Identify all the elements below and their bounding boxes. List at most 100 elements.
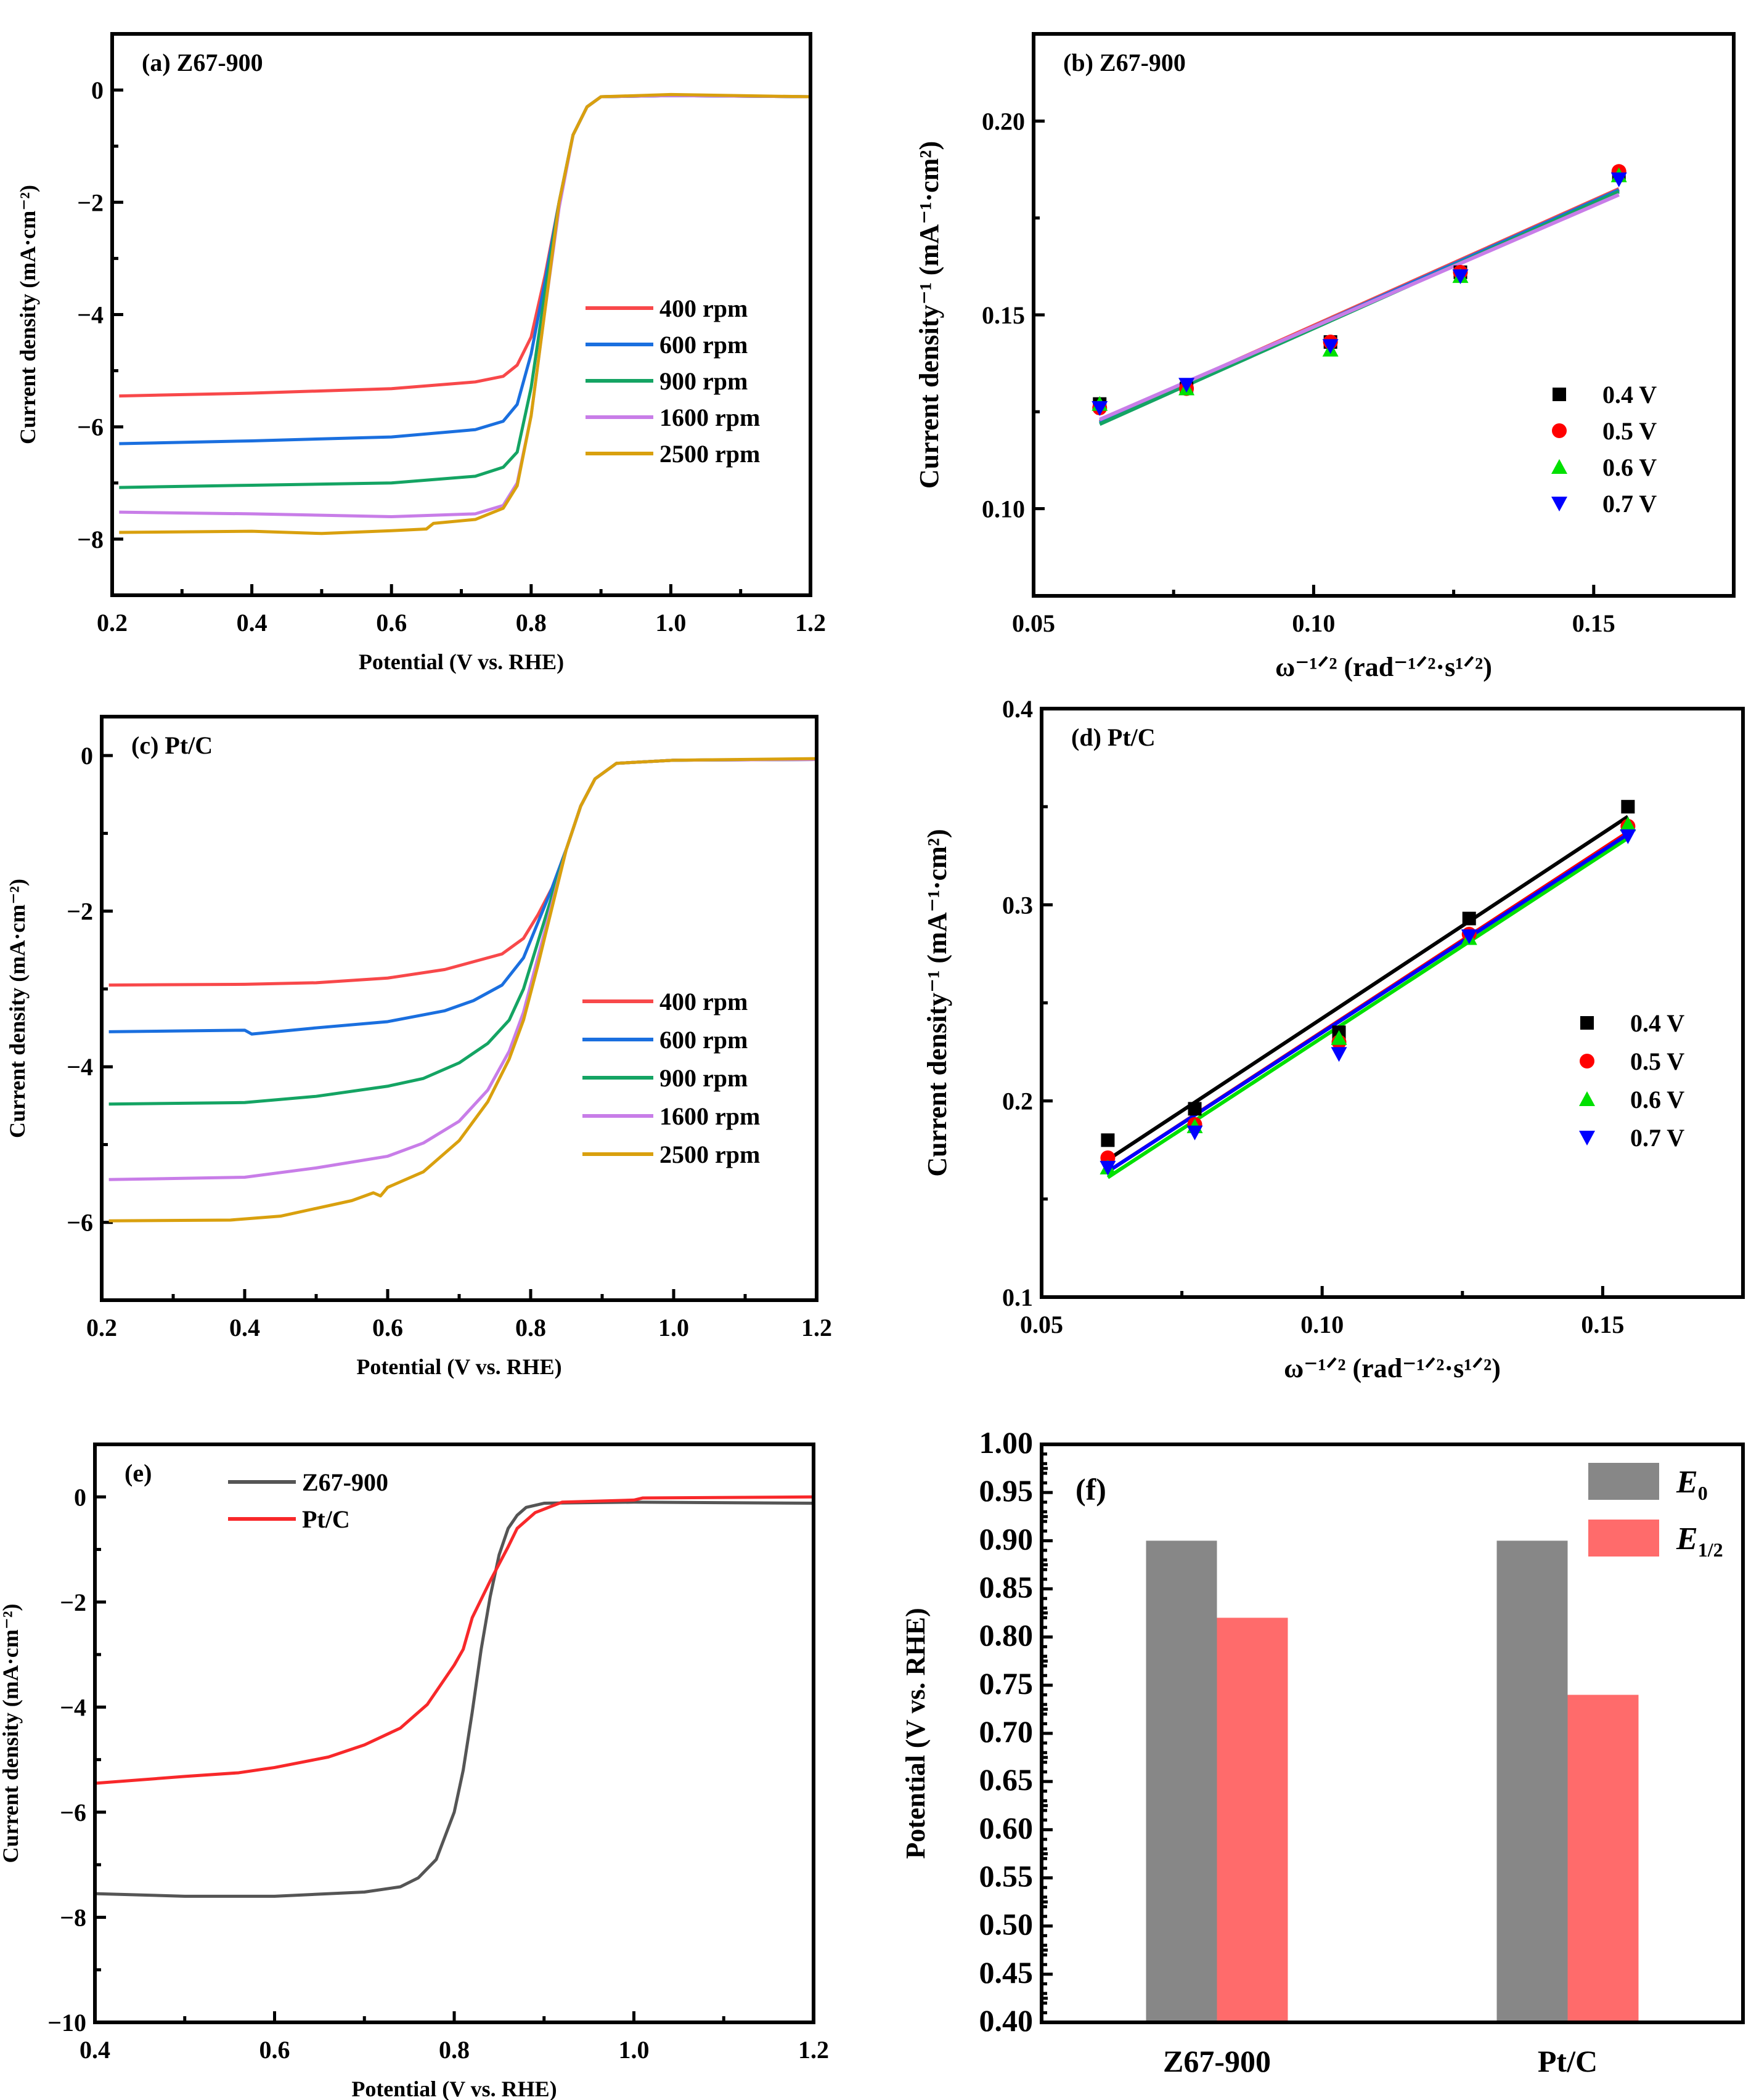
- legend-marker: [1579, 1091, 1595, 1106]
- data-point: [1452, 269, 1469, 285]
- legend-marker: [1551, 459, 1567, 474]
- panel-label: (c) Pt/C: [131, 731, 213, 759]
- data-point: [1100, 1160, 1116, 1176]
- bar: [1496, 1540, 1568, 2022]
- y-tick-label: 0.20: [982, 108, 1025, 136]
- series-line-2500-rpm: [119, 92, 811, 535]
- legend-label: 0.5 V: [1602, 417, 1657, 445]
- y-tick-label: 0.80: [979, 1618, 1034, 1653]
- legend-label: 2500 rpm: [659, 1141, 760, 1168]
- y-tick-label: 0.3: [1002, 891, 1033, 919]
- y-tick-label: 0.60: [979, 1810, 1034, 1845]
- y-axis-title: Current density (mA·cm⁻²): [5, 879, 30, 1138]
- legend-marker: [1551, 497, 1567, 511]
- data-point: [1186, 1125, 1203, 1141]
- y-tick-label: −2: [60, 1589, 86, 1616]
- y-tick-label: 0.70: [979, 1714, 1034, 1749]
- legend-label: E1/2: [1676, 1521, 1723, 1561]
- y-tick-label: −4: [77, 301, 104, 329]
- bar: [1567, 1695, 1639, 2022]
- data-point: [1178, 378, 1195, 393]
- y-tick-label: 0.40: [979, 2003, 1034, 2038]
- x-axis-title: Potential (V vs. RHE): [351, 2077, 557, 2100]
- y-tick-label: 0.55: [979, 1859, 1034, 1894]
- x-tick-label: 0.10: [1292, 609, 1335, 637]
- legend-label-sub: 1/2: [1698, 1539, 1723, 1561]
- y-axis-title: Current density⁻¹ (mA⁻¹·cm²): [914, 141, 944, 489]
- x-tick-label: 0.2: [86, 1314, 117, 1341]
- legend-label: 400 rpm: [659, 295, 748, 322]
- panel-label: (b) Z67-900: [1063, 49, 1186, 76]
- y-tick-label: −6: [60, 1799, 86, 1826]
- y-tick-label: −8: [60, 1903, 86, 1931]
- bar: [1146, 1540, 1217, 2022]
- chart-panel-e: 0 −2 −4 −6 −8 −100.4 0.6 0.8 1.0 1.2 Potential (V …: [0, 1443, 829, 2100]
- y-tick-label: 0: [91, 76, 104, 104]
- y-tick-label: 0.90: [979, 1521, 1034, 1556]
- legend-label: 0.6 V: [1630, 1086, 1684, 1113]
- legend-label: 0.4 V: [1602, 381, 1657, 409]
- panel-label: (a) Z67-900: [142, 49, 263, 76]
- y-tick-label: 0.65: [979, 1762, 1034, 1797]
- y-tick-label: −6: [67, 1209, 93, 1237]
- plot-frame: [1040, 707, 1745, 1299]
- data-point: [1621, 800, 1635, 814]
- y-tick-label: 1.00: [979, 1425, 1034, 1460]
- y-tick-label: −2: [77, 189, 104, 216]
- x-tick-label: 0.8: [515, 1314, 546, 1341]
- x-tick-label: 1.2: [795, 609, 826, 637]
- data-point: [1092, 401, 1108, 416]
- y-tick-label: 0.85: [979, 1570, 1034, 1605]
- x-tick-label: 0.10: [1300, 1311, 1344, 1338]
- data-point: [1188, 1102, 1202, 1116]
- y-tick-label: 0.50: [979, 1907, 1034, 1942]
- legend-label: E0: [1676, 1465, 1708, 1504]
- y-axis-title: Current density⁻¹ (mA⁻¹·cm²): [922, 829, 952, 1176]
- x-tick-label: 1.2: [798, 2036, 829, 2064]
- fit-line: [1106, 836, 1630, 1179]
- y-tick-label: −10: [47, 2009, 86, 2037]
- legend-label: 1600 rpm: [659, 404, 760, 431]
- y-tick-label: 0.2: [1002, 1088, 1033, 1115]
- y-axis-title: Potential (V vs. RHE): [900, 1608, 931, 1858]
- legend-label: 600 rpm: [659, 1026, 748, 1054]
- data-point: [1610, 172, 1627, 187]
- x-axis-title: Potential (V vs. RHE): [356, 1354, 561, 1379]
- legend-label: 0.4 V: [1630, 1009, 1684, 1037]
- legend-label: Z67-900: [302, 1468, 388, 1496]
- plot-frame: [110, 32, 812, 597]
- panel-label: (e): [124, 1459, 152, 1487]
- x-tick-label: 0.05: [1020, 1311, 1063, 1338]
- legend-label: 900 rpm: [659, 367, 748, 395]
- legend-label-sub: 0: [1698, 1482, 1708, 1504]
- y-tick-label: 0.75: [979, 1666, 1034, 1701]
- x-tick-label: 0.4: [229, 1314, 260, 1341]
- plot-frame: [1040, 1443, 1745, 2024]
- y-tick-label: −4: [60, 1693, 86, 1721]
- x-tick-label: 0.6: [372, 1314, 403, 1341]
- x-tick-label: 0.4: [80, 2036, 110, 2064]
- y-tick-label: −6: [77, 413, 104, 441]
- x-tick-label: 1.0: [619, 2036, 650, 2064]
- legend-label: 0.6 V: [1602, 454, 1657, 481]
- legend-swatch: [1588, 1520, 1659, 1557]
- x-axis-title: ω⁻¹ᐟ² (rad⁻¹ᐟ²·s¹ᐟ²): [1275, 652, 1492, 682]
- x-tick-label: 0.15: [1581, 1311, 1624, 1338]
- y-tick-label: 0.4: [1002, 695, 1033, 723]
- y-tick-label: −8: [77, 526, 104, 553]
- y-tick-label: 0: [74, 1483, 86, 1511]
- panel-label: (d) Pt/C: [1071, 723, 1156, 751]
- plot-frame: [93, 1443, 815, 2024]
- x-tick-label: 0.2: [97, 609, 128, 637]
- panel-label: (f): [1075, 1472, 1106, 1507]
- legend-marker: [1580, 1016, 1594, 1030]
- series-line-pt-c: [94, 1495, 814, 1785]
- data-point: [1331, 1047, 1347, 1062]
- legend-label: 1600 rpm: [659, 1102, 760, 1130]
- plot-frame: [100, 715, 818, 1302]
- y-tick-label: 0.10: [982, 495, 1025, 523]
- x-axis-title: ω⁻¹ᐟ² (rad⁻¹ᐟ²·s¹ᐟ²): [1284, 1353, 1501, 1383]
- y-tick-label: −4: [67, 1053, 93, 1081]
- fit-line: [1106, 815, 1630, 1162]
